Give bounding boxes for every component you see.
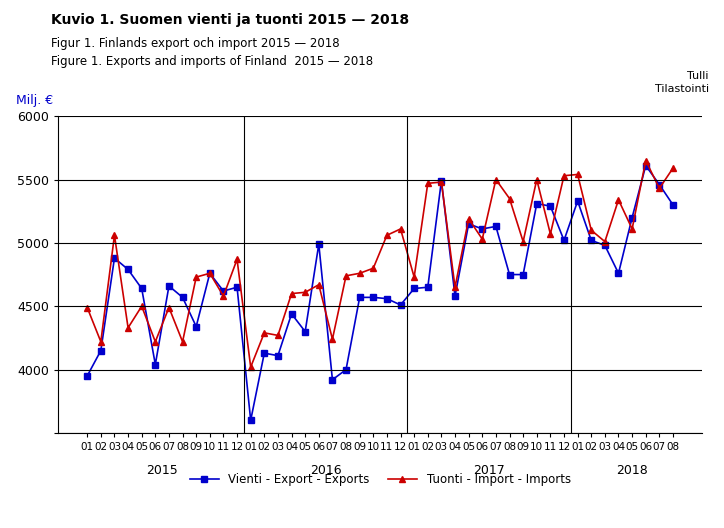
Text: 2016: 2016 [310, 464, 342, 476]
Text: 2018: 2018 [616, 464, 648, 476]
Text: 2015: 2015 [146, 464, 178, 476]
Text: Figure 1. Exports and imports of Finland  2015 — 2018: Figure 1. Exports and imports of Finland… [51, 55, 373, 69]
Text: Kuvio 1. Suomen vienti ja tuonti 2015 — 2018: Kuvio 1. Suomen vienti ja tuonti 2015 — … [51, 13, 409, 27]
Text: 2017: 2017 [473, 464, 505, 476]
Text: Tulli
Tilastointi: Tulli Tilastointi [654, 71, 709, 94]
Legend: Vienti - Export - Exports, Tuonti - Import - Imports: Vienti - Export - Exports, Tuonti - Impo… [185, 468, 576, 491]
Text: Figur 1. Finlands export och import 2015 — 2018: Figur 1. Finlands export och import 2015… [51, 37, 340, 50]
Text: Milj. €: Milj. € [16, 93, 53, 107]
